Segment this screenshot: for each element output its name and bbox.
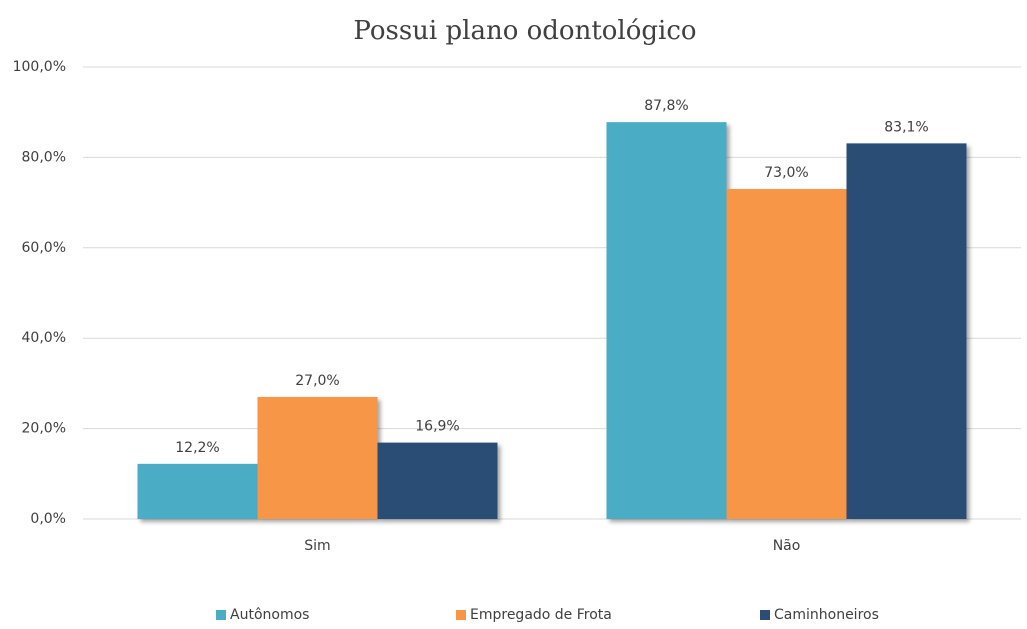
data-label: 12,2%: [175, 440, 219, 456]
data-label: 73,0%: [764, 165, 808, 181]
bar: [257, 396, 378, 519]
legend-swatch: [760, 610, 770, 620]
chart-title: Possui plano odontológico: [353, 16, 696, 46]
data-label: 16,9%: [415, 419, 459, 435]
y-tick-label: 100,0%: [13, 59, 66, 75]
legend-label: Caminhoneiros: [774, 607, 879, 623]
y-tick-label: 40,0%: [22, 330, 66, 346]
bar: [846, 143, 967, 519]
y-tick-label: 20,0%: [22, 421, 66, 437]
data-label: 87,8%: [644, 98, 688, 114]
y-tick-label: 60,0%: [22, 240, 66, 256]
bar: [137, 463, 258, 519]
legend-swatch: [456, 610, 466, 620]
legend-label: Autônomos: [230, 607, 309, 623]
legend-label: Empregado de Frota: [470, 607, 612, 623]
legend-swatch: [216, 610, 226, 620]
x-tick-label: Sim: [304, 538, 330, 554]
data-label: 27,0%: [295, 373, 339, 389]
bar: [606, 122, 727, 520]
data-label: 83,1%: [884, 119, 928, 135]
y-tick-label: 0,0%: [30, 511, 66, 527]
y-tick-label: 80,0%: [22, 149, 66, 165]
bar: [377, 442, 498, 519]
bar: [726, 189, 847, 520]
x-tick-label: Não: [773, 538, 801, 554]
